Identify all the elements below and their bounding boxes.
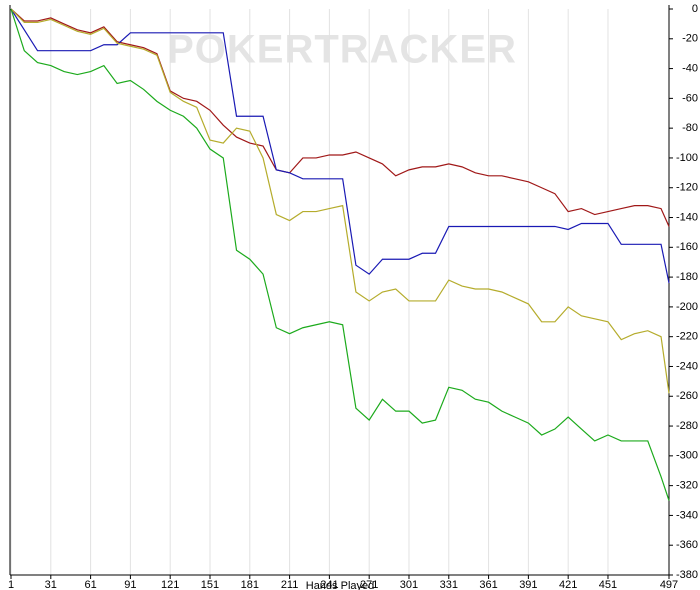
y-tick-label: -280 bbox=[676, 420, 698, 432]
y-tick-label: -200 bbox=[676, 301, 698, 313]
x-tick-label: 61 bbox=[84, 579, 96, 590]
y-tick-label: -80 bbox=[682, 122, 698, 134]
x-tick-label: 211 bbox=[281, 579, 299, 590]
y-tick-label: -220 bbox=[676, 331, 698, 343]
y-tick-label: -40 bbox=[682, 62, 698, 74]
x-tick-label: 1 bbox=[8, 579, 14, 590]
watermark: POKERTRACKER bbox=[167, 28, 517, 72]
x-axis-label: Hands Played bbox=[306, 580, 375, 590]
x-tick-label: 497 bbox=[660, 579, 678, 590]
y-tick-label: -100 bbox=[676, 152, 698, 164]
y-tick-label: -120 bbox=[676, 182, 698, 194]
y-tick-label: -60 bbox=[682, 92, 698, 104]
y-tick-label: -360 bbox=[676, 539, 698, 551]
y-tick-label: -320 bbox=[676, 480, 698, 492]
x-tick-label: 391 bbox=[519, 579, 537, 590]
y-tick-label: -300 bbox=[676, 450, 698, 462]
x-tick-label: 31 bbox=[45, 579, 57, 590]
x-tick-label: 451 bbox=[599, 579, 617, 590]
y-tick-label: -380 bbox=[676, 569, 698, 581]
line-series bbox=[10, 8, 670, 227]
y-tick-label: 0 bbox=[692, 3, 698, 15]
y-tick-label: -160 bbox=[676, 241, 698, 253]
x-tick-label: 271 bbox=[360, 579, 378, 590]
y-tick-label: -240 bbox=[676, 360, 698, 372]
x-tick-label: 151 bbox=[201, 579, 219, 590]
y-tick-label: -340 bbox=[676, 509, 698, 521]
x-tick-label: 121 bbox=[161, 579, 179, 590]
x-tick-label: 361 bbox=[479, 579, 497, 590]
x-tick-label: 91 bbox=[124, 579, 136, 590]
y-tick-label: -20 bbox=[682, 33, 698, 45]
x-tick-label: 181 bbox=[241, 579, 259, 590]
x-tick-label: 421 bbox=[559, 579, 577, 590]
x-tick-label: 241 bbox=[320, 579, 338, 590]
x-tick-label: 331 bbox=[440, 579, 458, 590]
y-tick-label: -180 bbox=[676, 271, 698, 283]
line-series bbox=[10, 8, 670, 501]
line-series bbox=[10, 8, 670, 284]
line-series bbox=[10, 8, 670, 394]
y-tick-label: -140 bbox=[676, 211, 698, 223]
y-tick-label: -260 bbox=[676, 390, 698, 402]
x-tick-label: 301 bbox=[400, 579, 418, 590]
